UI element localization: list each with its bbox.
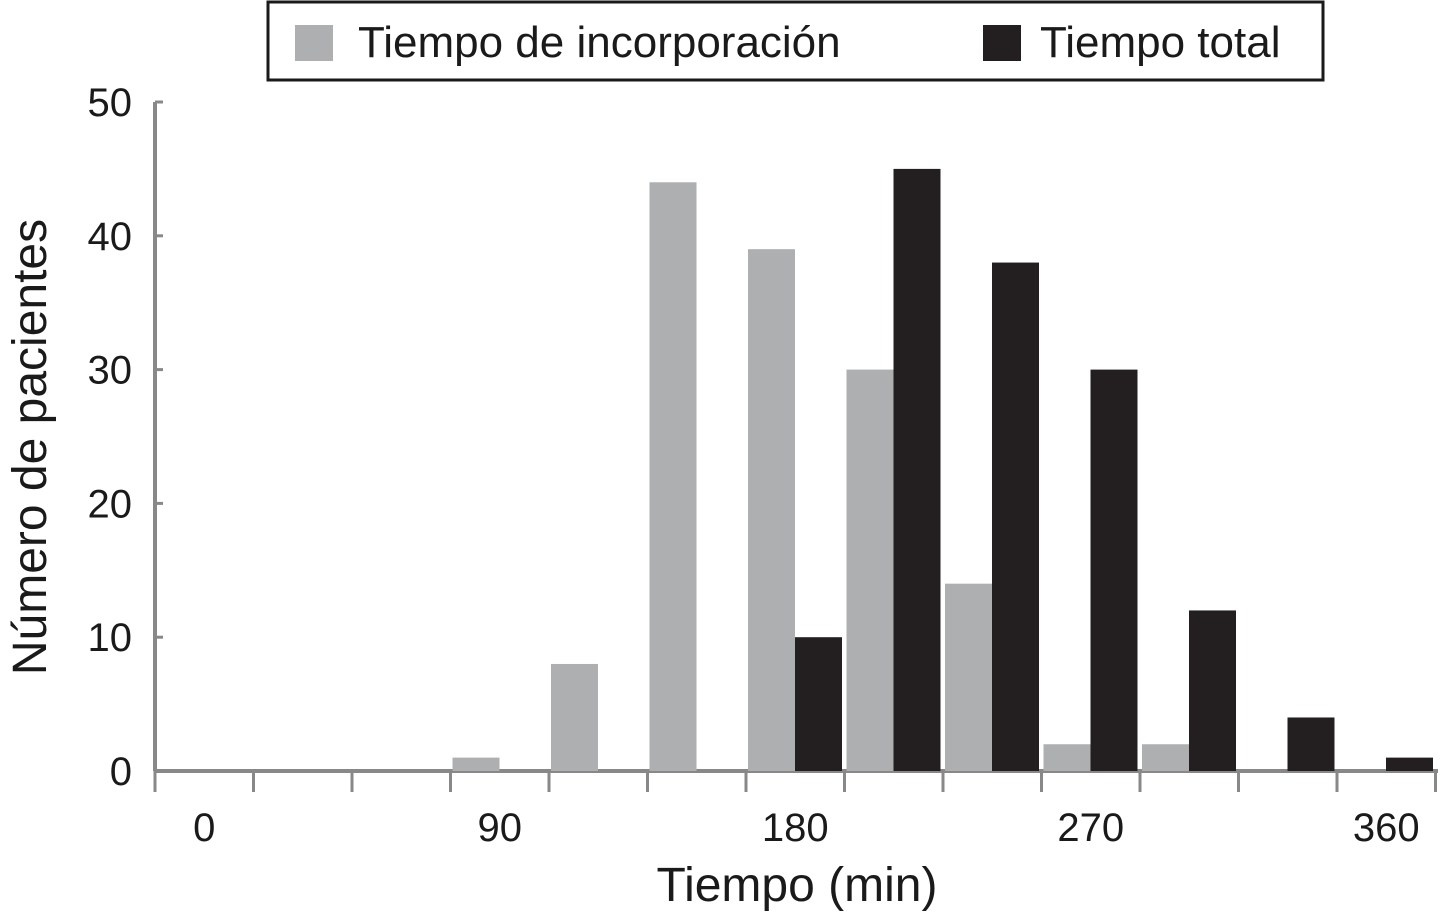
bars bbox=[452, 168, 1433, 771]
bar-incorporacion bbox=[452, 757, 500, 771]
bar-incorporacion bbox=[846, 369, 894, 771]
legend-label-incorporacion: Tiempo de incorporación bbox=[358, 18, 841, 67]
bar-total bbox=[893, 168, 941, 771]
y-tick-label: 30 bbox=[88, 349, 133, 393]
y-axis-title: Número de pacientes bbox=[4, 219, 57, 675]
y-tick-label: 20 bbox=[88, 482, 133, 526]
bar-total bbox=[1287, 717, 1335, 771]
y-tick-label: 50 bbox=[88, 81, 133, 125]
legend: Tiempo de incorporación Tiempo total bbox=[266, 0, 1325, 82]
bar-total bbox=[1386, 757, 1433, 771]
y-tick-label: 0 bbox=[110, 750, 132, 794]
x-axis-ticks: 0 90 180 270 360 bbox=[153, 771, 1437, 850]
x-tick-label: 90 bbox=[478, 806, 523, 850]
bar-total bbox=[1090, 369, 1138, 771]
legend-swatch-total bbox=[983, 25, 1021, 61]
bar-total bbox=[992, 262, 1039, 771]
bar-incorporacion bbox=[748, 249, 795, 771]
bar-total bbox=[795, 637, 842, 771]
x-axis-title: Tiempo (min) bbox=[657, 859, 938, 912]
bar-incorporacion bbox=[1142, 744, 1189, 771]
bar-total bbox=[1189, 610, 1236, 771]
x-tick-label: 360 bbox=[1353, 806, 1420, 850]
bar-incorporacion bbox=[1043, 744, 1091, 771]
legend-box bbox=[266, 0, 1325, 82]
x-tick-label: 180 bbox=[762, 806, 829, 850]
bar-incorporacion bbox=[945, 583, 992, 771]
bar-incorporacion bbox=[551, 663, 598, 771]
legend-label-total: Tiempo total bbox=[1040, 18, 1280, 67]
x-tick-label: 270 bbox=[1057, 806, 1124, 850]
legend-swatch-incorporacion bbox=[295, 25, 333, 61]
x-tick-label: 0 bbox=[193, 806, 215, 850]
y-tick-label: 10 bbox=[88, 616, 133, 660]
y-axis-ticks: 0 10 20 30 40 50 bbox=[88, 81, 163, 794]
y-tick-label: 40 bbox=[88, 215, 133, 259]
bar-incorporacion bbox=[649, 182, 697, 771]
